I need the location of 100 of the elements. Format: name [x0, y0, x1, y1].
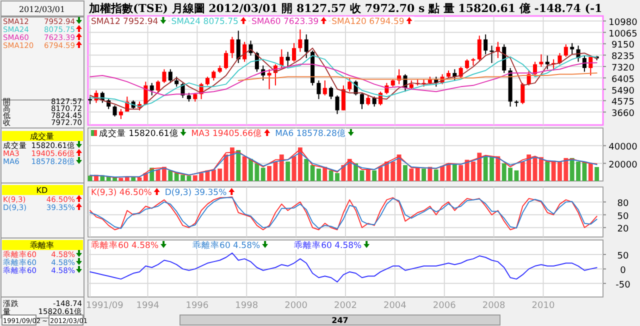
- candlestick: [360, 92, 364, 110]
- y-tick-label: 4575: [612, 98, 634, 108]
- bar: [372, 170, 377, 181]
- candlestick: [570, 42, 574, 55]
- bar: [366, 170, 370, 181]
- candlestick: [224, 50, 228, 70]
- candlestick: [162, 68, 166, 84]
- candlestick: [280, 48, 284, 69]
- series-label: D(9,3) 39.35%: [164, 188, 227, 198]
- y-tick-label: 10065: [608, 29, 638, 40]
- series-label: K(9,3) 46.50%: [91, 188, 152, 198]
- bar: [162, 166, 166, 181]
- bar: [434, 170, 438, 181]
- x-tick-label: 1991/09: [86, 301, 124, 311]
- candlestick: [564, 44, 568, 58]
- candlestick: [298, 28, 302, 52]
- candlestick: [484, 34, 488, 55]
- text: SMA24 8075.75: [171, 17, 238, 27]
- x-tick-label: 2000: [284, 301, 308, 311]
- bar: [496, 156, 500, 181]
- bar: [131, 177, 136, 181]
- candlestick: [316, 80, 321, 100]
- candlestick: [372, 96, 376, 108]
- y-tick-label: 50: [617, 212, 629, 222]
- text: KD: [36, 186, 48, 195]
- x-tick-label: 2004: [383, 301, 407, 311]
- bar: [588, 163, 593, 181]
- series-label: 乖離率60 4.58%: [294, 240, 362, 251]
- bar: [360, 170, 364, 181]
- y-tick-label: 5490: [612, 86, 635, 96]
- y-tick-label: 50: [617, 251, 629, 262]
- candlestick: [322, 80, 327, 96]
- candlestick: [286, 51, 290, 68]
- bar: [137, 177, 142, 181]
- bar: [403, 165, 408, 181]
- y-tick-label: 10980: [608, 18, 638, 28]
- bar: [298, 147, 302, 181]
- candlestick: [212, 70, 216, 81]
- candlestick: [502, 44, 506, 74]
- bar: [354, 163, 358, 181]
- x-tick-label: 2008: [482, 301, 506, 311]
- y-tick-label: 20: [617, 224, 629, 235]
- y-tick-label: -50: [616, 280, 631, 290]
- annotation: 乖離率60 4.58%: [91, 240, 159, 251]
- bar: [452, 164, 457, 181]
- x-tick-label: 2010: [532, 301, 555, 311]
- bar: [594, 167, 600, 181]
- bar: [322, 166, 328, 181]
- bar: [422, 168, 426, 181]
- text: 2012/03/01: [18, 5, 66, 14]
- bar: [409, 168, 414, 181]
- text: MA6 18578.28億: [275, 128, 346, 139]
- text: SMA60 7623.39: [251, 17, 319, 27]
- candlestick: [545, 55, 550, 70]
- candlestick: [520, 82, 525, 105]
- x-tick-label: 1994: [136, 301, 160, 311]
- candlestick: [242, 41, 247, 62]
- text: 247: [332, 316, 348, 325]
- text: MA3 19405.66億: [191, 128, 262, 139]
- text: 乖離率: [30, 241, 54, 250]
- y-tick-label: 8235: [612, 52, 634, 62]
- y-tick-label: 3660: [612, 109, 635, 120]
- bar: [230, 147, 234, 181]
- candlestick: [230, 36, 234, 59]
- candlestick: [465, 58, 470, 70]
- candlestick: [477, 35, 482, 62]
- candlestick: [329, 86, 334, 100]
- candlestick: [156, 80, 160, 94]
- candlestick: [582, 55, 586, 72]
- candlestick: [112, 104, 117, 118]
- bar: [267, 166, 272, 181]
- candlestick: [341, 84, 346, 111]
- y-tick-label: 20000: [608, 160, 638, 170]
- bar: [286, 162, 290, 181]
- candlestick: [168, 68, 172, 84]
- x-tick-label: 1998: [235, 301, 258, 311]
- bar: [260, 168, 266, 181]
- bar: [396, 154, 402, 181]
- y-tick-label: 9150: [612, 40, 635, 51]
- y-tick-label: 40000: [608, 142, 638, 153]
- bar: [539, 157, 544, 181]
- bar: [458, 165, 464, 181]
- text: 成交量: [30, 132, 54, 141]
- bar: [304, 158, 309, 181]
- candlestick: [558, 52, 562, 65]
- bar: [545, 162, 550, 181]
- candlestick: [366, 94, 370, 106]
- candlestick: [539, 54, 544, 68]
- candlestick: [236, 30, 240, 64]
- bar: [440, 166, 445, 181]
- bar: [316, 168, 321, 181]
- bar: [88, 176, 92, 181]
- bar: [242, 156, 247, 181]
- y-tick-label: 7320: [612, 64, 635, 74]
- legend-label: 成交量 15820.61億: [99, 128, 178, 139]
- x-tick-label: 1996: [186, 301, 209, 311]
- x-tick-label: 2002: [334, 301, 357, 311]
- candlestick: [118, 108, 123, 120]
- bar: [168, 170, 173, 181]
- y-tick-label: 0: [620, 266, 626, 276]
